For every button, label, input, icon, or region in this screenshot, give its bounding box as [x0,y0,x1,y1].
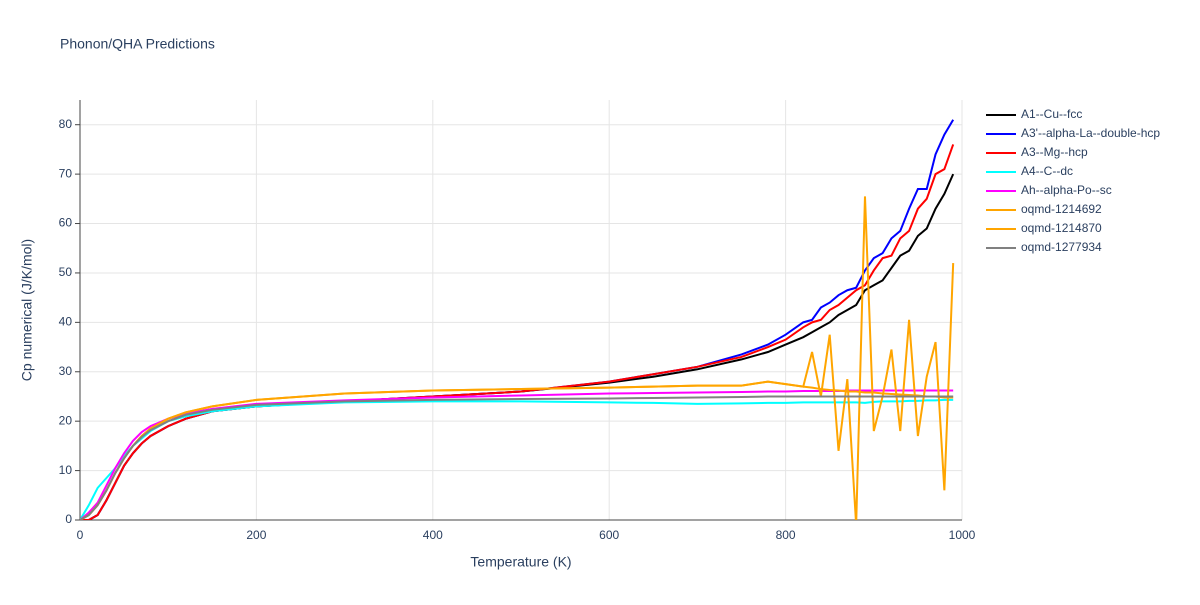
x-tick-label: 600 [599,528,619,542]
legend-label: oqmd-1277934 [1021,240,1102,254]
legend-label: A4--C--dc [1021,164,1073,178]
y-tick-label: 30 [59,364,73,378]
y-axis-label: Cp numerical (J/K/mol) [19,239,35,381]
x-tick-label: 200 [246,528,266,542]
series-line [80,196,955,520]
legend-label: A3--Mg--hcp [1021,145,1088,159]
legend-label: A1--Cu--fcc [1021,107,1082,121]
x-axis-label: Temperature (K) [470,554,571,570]
y-tick-label: 10 [59,463,73,477]
legend-label: Ah--alpha-Po--sc [1021,183,1112,197]
y-tick-label: 50 [59,265,73,279]
y-tick-label: 40 [59,315,73,329]
x-tick-label: 1000 [949,528,976,542]
x-tick-label: 0 [77,528,84,542]
chart-title: Phonon/QHA Predictions [60,36,215,52]
series-line [80,398,954,520]
y-tick-label: 20 [59,413,73,427]
series-line [80,144,955,520]
series-line [80,173,955,520]
y-tick-label: 70 [59,166,73,180]
x-tick-label: 400 [423,528,443,542]
legend-label: A3'--alpha-La--double-hcp [1021,126,1160,140]
plot-area [80,119,955,520]
y-tick-label: 60 [59,216,73,230]
y-tick-label: 0 [65,512,72,526]
y-tick-label: 80 [59,117,73,131]
legend-label: oqmd-1214692 [1021,202,1102,216]
x-tick-label: 800 [776,528,796,542]
series-line [80,395,954,520]
legend-label: oqmd-1214870 [1021,221,1102,235]
